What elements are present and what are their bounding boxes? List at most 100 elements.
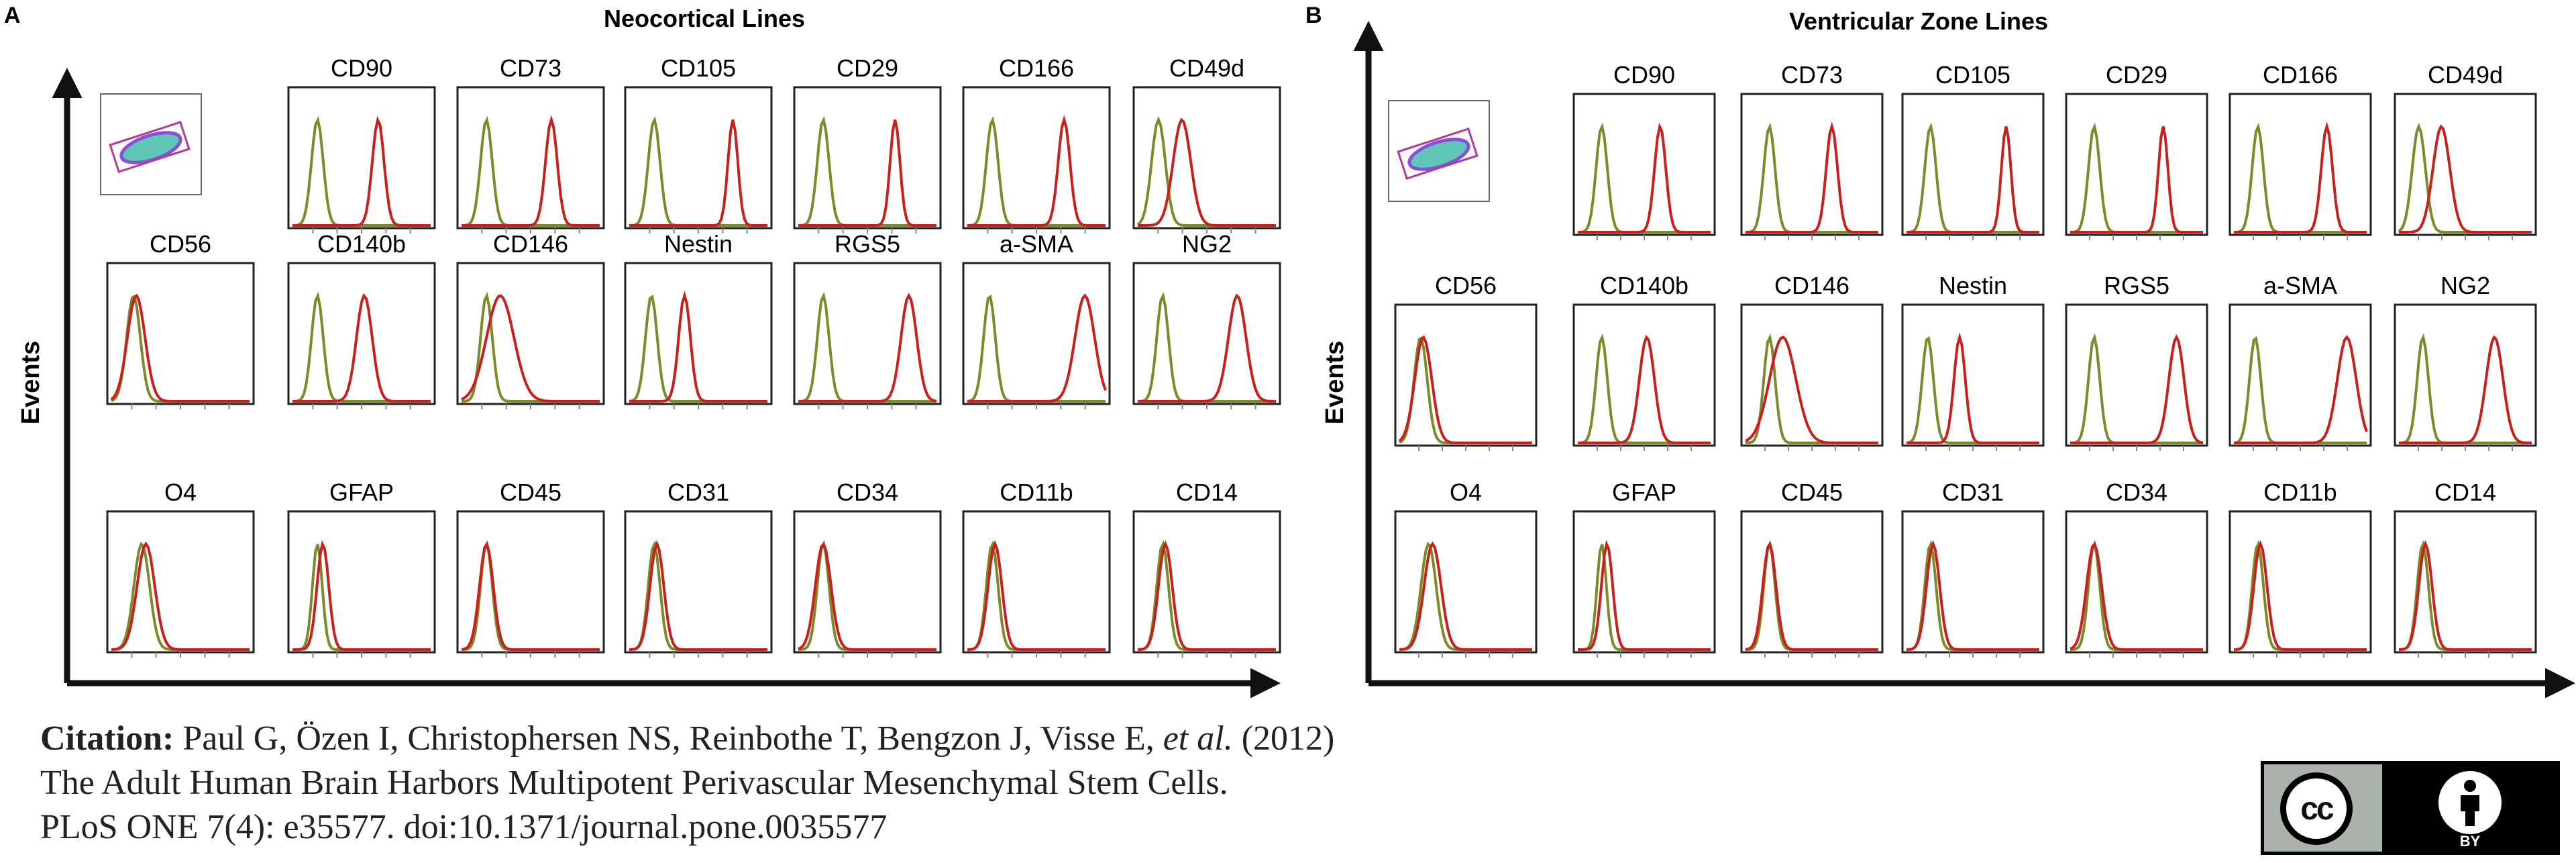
- histogram-frame: [1132, 86, 1281, 230]
- histogram-label: CD11b: [2263, 478, 2337, 506]
- histogram-frame: [1901, 93, 2045, 236]
- histogram-label: CD105: [661, 54, 736, 82]
- marker-histogram-curve: [2399, 335, 2532, 444]
- panel-b: B Ventricular Zone Lines Events CD90 CD73…: [1305, 3, 2575, 699]
- marker-histogram-curve: [629, 119, 767, 227]
- panel-a-letter: A: [4, 3, 21, 28]
- marker-histogram-curve: [1578, 122, 1711, 234]
- histogram-label: CD14: [2434, 478, 2496, 506]
- histogram-label: GFAP: [329, 478, 394, 506]
- histogram-frame: [106, 262, 255, 405]
- histogram-label: a-SMA: [2263, 272, 2337, 299]
- histogram-frame: [287, 86, 436, 230]
- histogram-frame: [1740, 303, 1884, 447]
- scatter-plot-frame: [1388, 100, 1490, 202]
- citation-label: Citation:: [40, 719, 174, 758]
- histogram-label: RGS5: [835, 230, 900, 258]
- citation-title: The Adult Human Brain Harbors Multipoten…: [40, 764, 1228, 802]
- scatter-gate: [109, 121, 191, 173]
- histogram-label: Nestin: [664, 230, 733, 258]
- marker-histogram-curve: [629, 540, 767, 651]
- marker-histogram-curve: [2398, 540, 2532, 651]
- marker-histogram-curve: [292, 293, 431, 403]
- histogram-frame: [456, 86, 605, 230]
- marker-histogram-curve: [2070, 541, 2203, 651]
- histogram-label: CD45: [1781, 478, 1843, 506]
- histogram-frame: [287, 510, 436, 654]
- panel-b-letter: B: [1305, 3, 1322, 28]
- citation-authors: Paul G, Özen I, Christophersen NS, Reinb…: [174, 719, 1163, 758]
- histogram-label: CD73: [1781, 61, 1843, 89]
- histogram-frame: [624, 262, 773, 405]
- panel-b-y-label: Events: [1321, 341, 1349, 425]
- histogram-label: CD45: [500, 478, 561, 506]
- marker-histogram-curve: [967, 293, 1107, 403]
- histogram-label: CD56: [150, 230, 211, 258]
- marker-histogram-curve: [110, 293, 250, 403]
- panel-b-title: Ventricular Zone Lines: [1789, 7, 2048, 35]
- histogram-frame: [1132, 510, 1281, 654]
- marker-histogram-curve: [292, 540, 431, 651]
- histogram-label: CD49d: [2428, 61, 2503, 89]
- by-panel: BY: [2382, 764, 2558, 852]
- panel-a-plots: CD90 CD73 CD105 CD29 CD166 CD49d CD56 CD140b CD1…: [100, 54, 1281, 658]
- histogram-frame: [2394, 93, 2537, 236]
- marker-histogram-curve: [1137, 540, 1276, 651]
- histogram-label: CD56: [1435, 272, 1497, 299]
- marker-histogram-curve: [462, 115, 600, 227]
- figure: A Neocortical Lines Events CD90 CD73 CD105…: [4, 3, 2575, 699]
- marker-histogram-curve: [2399, 124, 2532, 234]
- histogram-label: CD166: [2263, 61, 2338, 89]
- cc-icon: cc: [2280, 772, 2353, 845]
- citation-et-al: et al.: [1163, 719, 1233, 758]
- citation-year: (2012): [1232, 719, 1335, 758]
- histogram-label: RGS5: [2104, 272, 2169, 299]
- by-label: BY: [2459, 833, 2481, 850]
- marker-histogram-curve: [1578, 540, 1711, 651]
- histogram-label: a-SMA: [1000, 230, 1073, 258]
- citation-line-1: Citation: Paul G, Özen I, Christophersen…: [40, 717, 1851, 761]
- marker-histogram-curve: [1907, 332, 2039, 444]
- histogram-label: CD105: [1935, 61, 2010, 89]
- histogram-frame: [962, 510, 1111, 654]
- histogram-label: NG2: [2440, 272, 2490, 299]
- histogram-label: CD90: [1613, 61, 1675, 89]
- marker-histogram-curve: [461, 294, 600, 403]
- marker-histogram-curve: [1906, 540, 2039, 651]
- histogram-frame: [1901, 303, 2045, 447]
- marker-histogram-curve: [967, 115, 1106, 227]
- histogram-label: CD49d: [1169, 54, 1244, 82]
- histogram-frame: [793, 262, 942, 405]
- histogram-label: CD90: [331, 54, 392, 82]
- histogram-frame: [1740, 93, 1884, 236]
- histogram-frame: [2394, 303, 2537, 447]
- marker-histogram-curve: [2070, 334, 2204, 444]
- histogram-label: CD73: [500, 54, 561, 82]
- histogram-frame: [1394, 303, 1538, 447]
- panel-a-title: Neocortical Lines: [604, 5, 805, 32]
- marker-histogram-curve: [1578, 334, 1711, 444]
- histogram-label: Nestin: [1939, 272, 2007, 299]
- histogram-label: CD31: [1942, 478, 2004, 506]
- histogram-label: CD31: [667, 478, 729, 506]
- marker-histogram-curve: [1907, 126, 2039, 234]
- histogram-frame: [287, 262, 436, 405]
- histogram-frame: [2065, 303, 2208, 447]
- cc-by-license-badge[interactable]: cc BY: [2261, 761, 2560, 855]
- histogram-label: CD11b: [1000, 478, 1073, 506]
- marker-histogram-curve: [1745, 541, 1878, 651]
- marker-histogram-curve: [798, 293, 937, 403]
- histogram-frame: [1572, 93, 1716, 236]
- histogram-label: CD166: [999, 54, 1074, 82]
- histogram-frame: [2229, 93, 2372, 236]
- citation: Citation: Paul G, Özen I, Christophersen…: [40, 717, 1851, 850]
- histogram-label: CD146: [493, 230, 568, 258]
- marker-histogram-curve: [1399, 541, 1532, 651]
- histogram-label: CD34: [2106, 478, 2167, 506]
- histogram-label: CD140b: [1600, 272, 1688, 299]
- histogram-frame: [456, 262, 605, 405]
- marker-histogram-curve: [1745, 336, 1878, 444]
- histogram-frame: [624, 86, 773, 230]
- histogram-frame: [962, 86, 1111, 230]
- histogram-label: CD29: [2106, 61, 2167, 89]
